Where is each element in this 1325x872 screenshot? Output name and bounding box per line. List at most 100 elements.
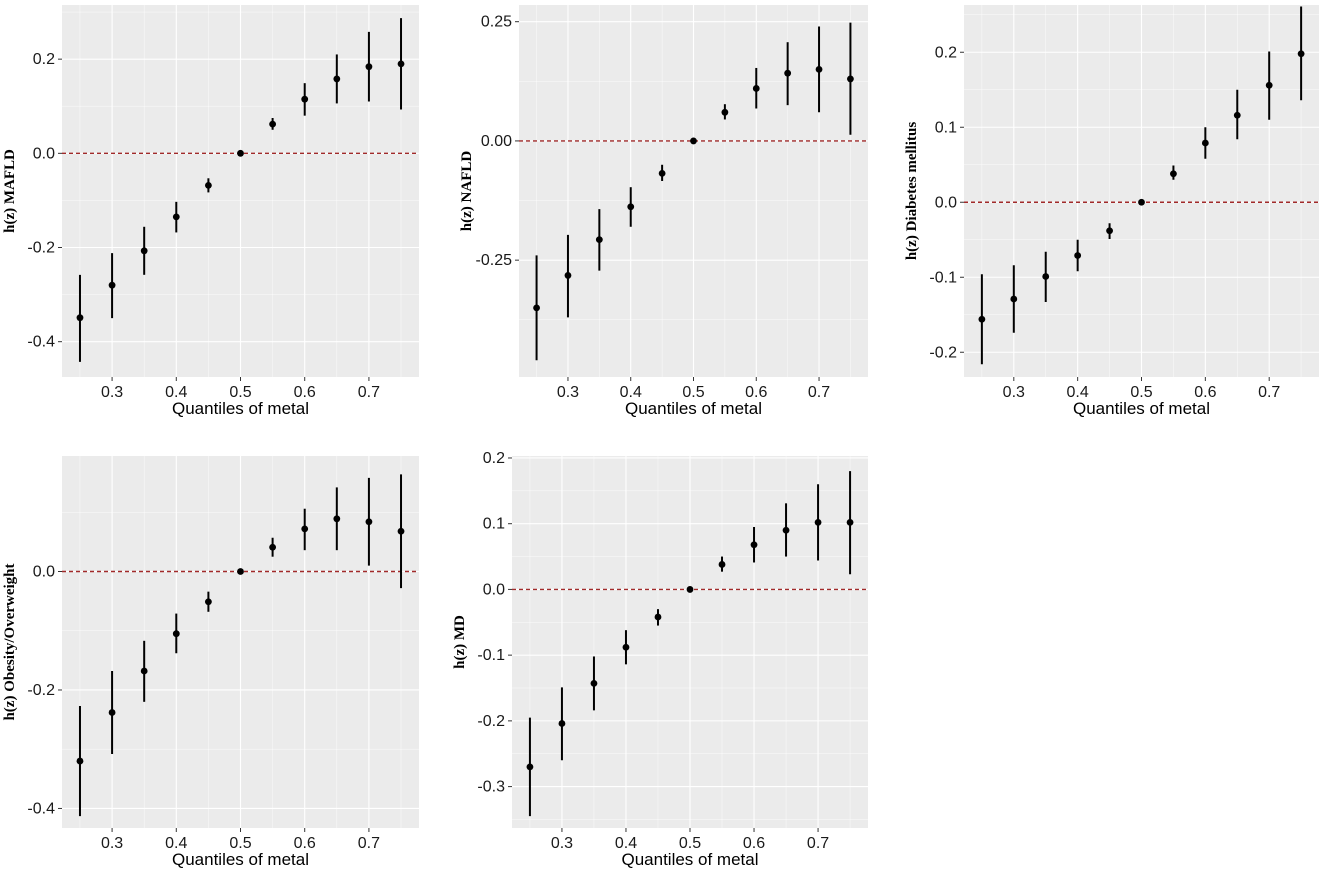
data-point xyxy=(365,518,373,526)
data-point xyxy=(750,541,758,549)
x-tick-label: 0.5 xyxy=(229,384,251,401)
data-point xyxy=(595,236,603,244)
data-point xyxy=(1138,198,1145,206)
data-point xyxy=(140,247,148,255)
y-axis-label: h(z) Diabetes mellitus xyxy=(904,122,920,260)
y-tick-label: -0.2 xyxy=(929,344,957,361)
data-point xyxy=(782,526,790,534)
y-tick-label: 0.25 xyxy=(481,14,512,31)
data-point xyxy=(301,95,309,103)
data-point xyxy=(397,527,405,535)
x-tick-label: 0.6 xyxy=(1194,384,1216,401)
x-tick-label: 0.6 xyxy=(745,384,767,401)
data-point xyxy=(686,586,694,593)
y-axis-label: h(z) Obesity/Overweight xyxy=(2,563,18,720)
data-point xyxy=(333,75,341,83)
x-tick-label: 0.7 xyxy=(808,384,830,401)
data-point xyxy=(204,598,212,606)
y-tick-label: -0.2 xyxy=(27,240,55,257)
data-point xyxy=(847,75,854,83)
y-tick-label: 0.2 xyxy=(935,44,957,61)
x-tick-label: 0.7 xyxy=(1258,384,1280,401)
data-point xyxy=(1297,50,1305,58)
y-tick-label: 0.2 xyxy=(33,51,55,68)
data-point xyxy=(108,281,116,289)
data-point xyxy=(533,304,540,312)
y-tick-label: -0.25 xyxy=(476,252,513,269)
data-point xyxy=(301,525,309,533)
data-point xyxy=(815,65,823,73)
x-axis-label: Quantiles of metal xyxy=(621,850,758,869)
data-point xyxy=(846,518,854,526)
y-tick-label: -0.2 xyxy=(477,713,505,730)
panel-nafld: 0.3 0.4 0.5 0.6 0.7 -0.25 0.00 0.25 Quantiles of… xyxy=(459,5,868,418)
x-tick-label: 0.4 xyxy=(620,384,642,401)
data-point xyxy=(1074,252,1082,259)
y-tick-label: 0.0 xyxy=(483,581,505,598)
data-point xyxy=(784,69,792,77)
data-point xyxy=(269,543,277,551)
x-tick-label: 0.3 xyxy=(101,835,123,852)
data-point xyxy=(654,613,662,621)
data-point xyxy=(1233,111,1241,119)
x-tick-label: 0.3 xyxy=(1003,384,1025,401)
x-tick-label: 0.6 xyxy=(294,835,316,852)
y-tick-label: -0.4 xyxy=(27,800,55,817)
data-point xyxy=(108,709,116,716)
data-point xyxy=(269,120,277,128)
data-point xyxy=(590,680,598,687)
x-tick-label: 0.4 xyxy=(165,835,187,852)
x-tick-label: 0.4 xyxy=(615,835,637,852)
data-point xyxy=(690,137,697,145)
data-point xyxy=(978,315,986,323)
x-tick-label: 0.3 xyxy=(557,384,579,401)
data-point xyxy=(627,203,635,211)
y-tick-label: 0.0 xyxy=(33,564,55,581)
x-tick-label: 0.7 xyxy=(358,835,380,852)
data-point xyxy=(140,667,148,675)
y-tick-label: 0.1 xyxy=(483,516,505,533)
data-point xyxy=(658,169,666,177)
y-tick-label: -0.2 xyxy=(27,682,55,699)
data-point xyxy=(1170,170,1177,178)
x-tick-label: 0.3 xyxy=(101,384,123,401)
x-axis-label: Quantiles of metal xyxy=(625,399,762,418)
y-tick-label: 0.0 xyxy=(935,194,957,211)
data-point xyxy=(526,763,534,771)
data-point xyxy=(564,272,572,279)
data-point xyxy=(558,720,566,727)
data-point xyxy=(752,85,760,92)
panel-obesity-overweight: 0.3 0.4 0.5 0.6 0.7 -0.4 -0.2 0.0 Quantiles of m… xyxy=(2,456,419,869)
panel-diabetes-mellitus: 0.3 0.4 0.5 0.6 0.7 -0.2 -0.1 0.0 0.1 0.2 Quantile… xyxy=(904,5,1319,418)
x-tick-label: 0.7 xyxy=(807,835,829,852)
data-point xyxy=(721,108,729,116)
y-tick-label: 0.0 xyxy=(33,145,55,162)
y-axis-label: h(z) MD xyxy=(452,615,468,669)
data-point xyxy=(1106,227,1113,235)
y-tick-label: -0.4 xyxy=(27,334,55,351)
x-axis-label: Quantiles of metal xyxy=(1073,399,1210,418)
x-tick-label: 0.5 xyxy=(1130,384,1152,401)
data-point xyxy=(1042,273,1050,280)
data-point xyxy=(76,314,84,322)
x-axis-label: Quantiles of metal xyxy=(172,850,309,869)
data-point xyxy=(1201,139,1209,147)
x-tick-label: 0.3 xyxy=(551,835,573,852)
data-point xyxy=(718,561,726,568)
data-point xyxy=(622,643,630,651)
x-tick-label: 0.6 xyxy=(294,384,316,401)
data-point xyxy=(172,630,180,638)
x-tick-label: 0.5 xyxy=(679,835,701,852)
y-tick-label: -0.1 xyxy=(477,647,505,664)
data-point xyxy=(365,63,373,71)
data-point xyxy=(76,757,84,765)
data-point xyxy=(204,181,212,189)
y-tick-label: -0.1 xyxy=(929,269,957,286)
x-tick-label: 0.6 xyxy=(743,835,765,852)
x-tick-label: 0.7 xyxy=(358,384,380,401)
x-tick-label: 0.5 xyxy=(682,384,704,401)
data-point xyxy=(397,60,405,68)
y-tick-label: 0.2 xyxy=(483,450,505,467)
x-tick-label: 0.5 xyxy=(229,835,251,852)
